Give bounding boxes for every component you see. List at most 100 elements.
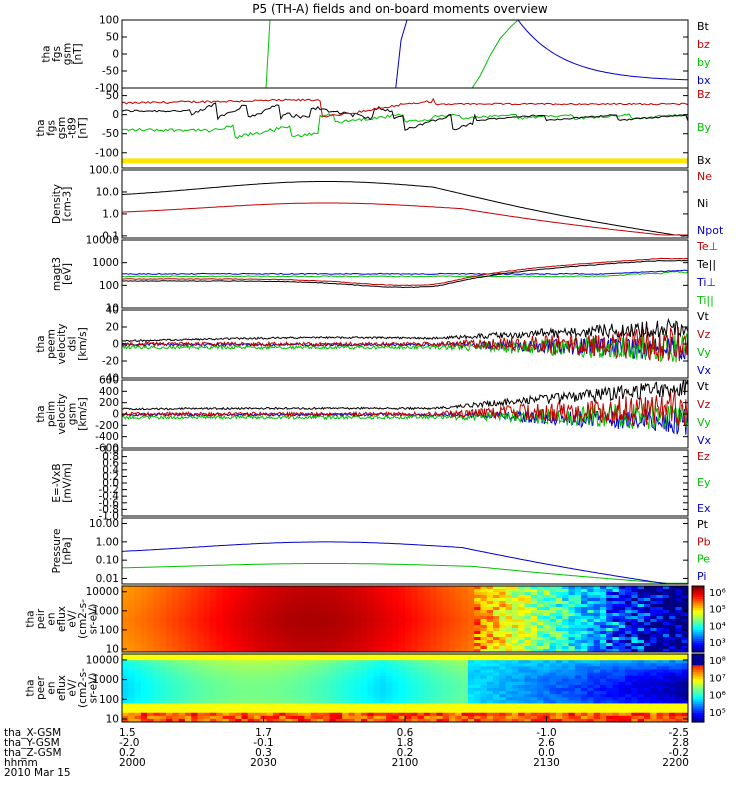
spectrogram-cell (637, 675, 645, 680)
spectrogram-cell (455, 678, 463, 683)
spectrogram-cell (643, 604, 651, 608)
legend-entry: Npot (697, 224, 724, 237)
spectrogram-cell (197, 637, 205, 641)
spectrogram-cell (442, 649, 450, 652)
spectrogram-cell (228, 666, 236, 671)
spectrogram-cell (254, 691, 261, 695)
spectrogram-cell (650, 715, 658, 720)
spectrogram-cell (254, 712, 261, 717)
spectrogram-cell (272, 607, 280, 611)
spectrogram-cell (493, 649, 500, 652)
spectrogram-cell (216, 595, 224, 599)
spectrogram-cell (467, 634, 475, 638)
spectrogram-cell (474, 703, 482, 708)
spectrogram-cell (669, 678, 677, 683)
spectrogram-cell (316, 666, 324, 671)
spectrogram-cell (254, 604, 261, 608)
spectrogram-cell (285, 694, 293, 698)
spectrogram-cell (329, 660, 337, 664)
spectrogram-cell (172, 715, 180, 720)
spectrogram-cell (279, 660, 287, 664)
spectrogram-cell (159, 691, 167, 695)
spectrogram-cell (555, 592, 563, 596)
spectrogram-cell (140, 640, 148, 644)
spectrogram-cell (555, 628, 563, 632)
spectrogram-cell (166, 649, 173, 652)
spectrogram-cell (304, 703, 312, 708)
spectrogram-cell (386, 663, 394, 667)
spectrogram-cell (147, 709, 155, 714)
spectrogram-cell (386, 706, 394, 711)
spectrogram-cell (323, 678, 331, 683)
spectrogram-cell (316, 715, 324, 720)
spectrogram-cell (587, 613, 595, 617)
spectrogram-cell (461, 672, 469, 677)
spectrogram-cell (537, 604, 544, 608)
spectrogram-cell (203, 616, 211, 620)
spectrogram-cell (417, 678, 425, 683)
spectrogram-cell (467, 625, 475, 629)
spectrogram-cell (360, 613, 368, 617)
spectrogram-cell (122, 598, 129, 602)
spectrogram-cell (329, 589, 337, 593)
spectrogram-cell (574, 604, 582, 608)
spectrogram-cell (405, 601, 412, 605)
spectrogram-cell (335, 700, 343, 705)
spectrogram-cell (449, 663, 456, 667)
spectrogram-cell (235, 592, 243, 596)
spectrogram-cell (587, 598, 595, 602)
spectrogram-cell (266, 610, 274, 614)
spectrogram-cell (386, 660, 394, 664)
spectrogram-cell (373, 607, 381, 611)
legend-entry: Ti|| (696, 294, 714, 307)
spectrogram-cell (537, 672, 544, 677)
spectrogram-cell (279, 610, 287, 614)
spectrogram-cell (354, 643, 362, 647)
spectrogram-cell (662, 622, 670, 626)
spectrogram-cell (537, 669, 544, 674)
spectrogram-cell (184, 703, 192, 708)
spectrogram-cell (449, 712, 456, 717)
spectrogram-cell (241, 601, 249, 605)
spectrogram-cell (197, 681, 205, 686)
spectrogram-cell (581, 697, 588, 701)
spectrogram-cell (260, 691, 268, 695)
spectrogram-cell (153, 672, 161, 677)
spectrogram-cell (643, 646, 651, 650)
spectrogram-cell (254, 631, 261, 635)
spectrogram-cell (184, 598, 192, 602)
panel-peir-frame (121, 585, 689, 653)
spectrogram-cell (430, 681, 438, 686)
spectrogram-cell (373, 691, 381, 695)
spectrogram-cell (530, 678, 538, 683)
legend-entry: Ni (697, 197, 708, 210)
spectrogram-cell (612, 691, 620, 695)
spectrogram-cell (166, 631, 173, 635)
spectrogram-cell (587, 666, 595, 671)
spectrogram-cell (436, 694, 444, 698)
spectrogram-cell (612, 678, 620, 683)
spectrogram-cell (675, 607, 683, 611)
spectrogram-cell (222, 660, 230, 664)
spectrogram-cell (247, 706, 255, 711)
ylabel-line: sr-eV) (88, 604, 100, 635)
spectrogram-cell (360, 700, 368, 705)
spectrogram-cell (493, 589, 500, 593)
spectrogram-cell (505, 681, 513, 686)
spectrogram-cell (166, 666, 173, 671)
spectrogram-cell (260, 601, 268, 605)
spectrogram-cell (442, 678, 450, 683)
spectrogram-cell (191, 592, 199, 596)
spectrogram-cell (436, 604, 444, 608)
spectrogram-cell (455, 628, 463, 632)
spectrogram-cell (467, 607, 475, 611)
spectrogram-cell (449, 691, 456, 695)
spectrogram-cell (643, 660, 651, 664)
spectrogram-cell (430, 666, 438, 671)
spectrogram-cell (329, 712, 337, 717)
spectrogram-cell (272, 637, 280, 641)
spectrogram-cell (574, 681, 582, 686)
spectrogram-cell (637, 709, 645, 714)
spectrogram-cell (222, 666, 230, 671)
spectrogram-cell (285, 604, 293, 608)
